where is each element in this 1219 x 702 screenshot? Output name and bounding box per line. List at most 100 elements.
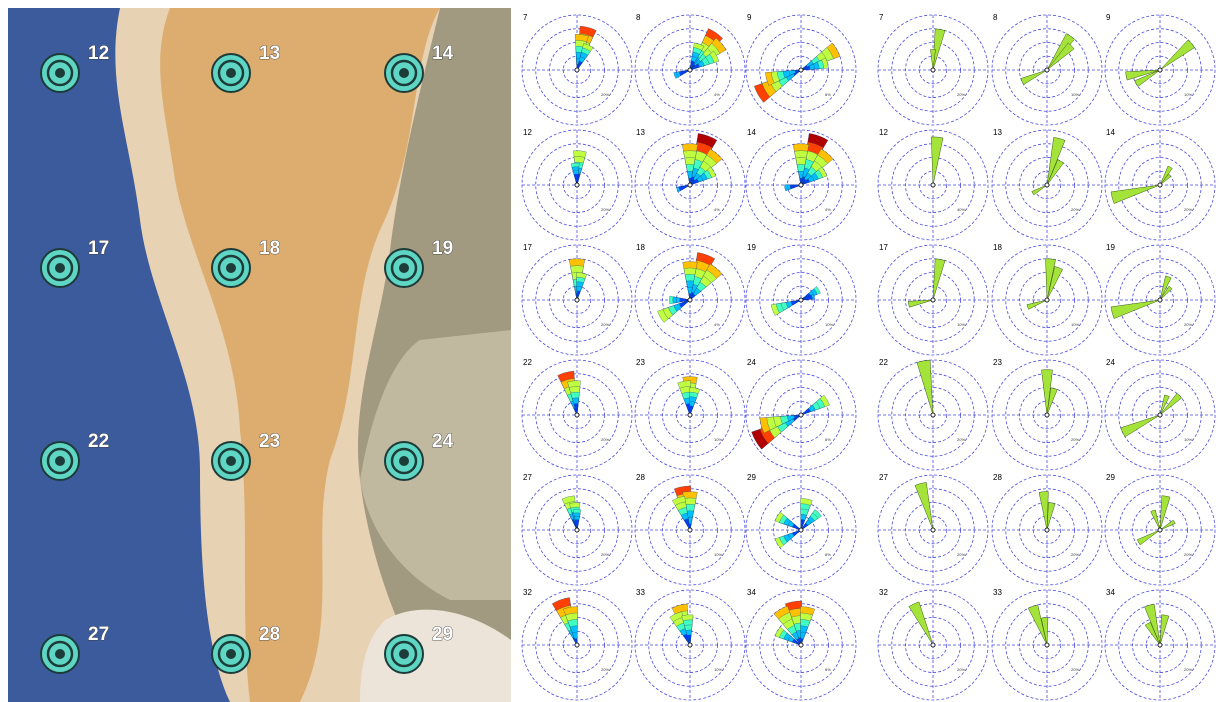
panel-label: 8 (636, 13, 641, 22)
satellite-map (8, 8, 511, 702)
ring-label: 10% (825, 322, 833, 327)
panel-label: 13 (636, 128, 645, 137)
center-dot (688, 528, 692, 532)
wind-rose: 348% (746, 588, 856, 700)
wind-rose: 144% (746, 128, 856, 240)
marker-ring (55, 649, 65, 659)
ring-label: 20% (601, 322, 609, 327)
center-dot (931, 413, 935, 417)
ring-label: 20% (601, 667, 609, 672)
panel-label: 17 (879, 243, 888, 252)
center-dot (931, 68, 935, 72)
wind-rose: 2220% (878, 358, 988, 470)
center-dot (799, 643, 803, 647)
wind-rose: 2820% (992, 473, 1102, 585)
ring-label: 10% (714, 667, 722, 672)
marker-ring (399, 649, 409, 659)
ring-label: 8% (825, 92, 831, 97)
wind-rose: 1220% (522, 128, 632, 240)
wind-rose: 13 4% (635, 128, 745, 240)
ring-label: 10% (957, 322, 965, 327)
ring-label: 4% (714, 207, 720, 212)
center-dot (799, 183, 803, 187)
petal (1027, 300, 1047, 309)
ring-label: 20% (1071, 552, 1079, 557)
petal (933, 259, 945, 300)
wind-rose: 32 20% (522, 588, 632, 700)
station-label: 19 (432, 238, 453, 259)
panel-label: 33 (636, 588, 645, 597)
center-dot (1158, 68, 1162, 72)
ring-label: 8% (825, 552, 831, 557)
wind-roses: 720%84%98%1220%134%144%1720%184%1910%222… (522, 13, 1215, 700)
center-dot (1045, 528, 1049, 532)
center-dot (799, 528, 803, 532)
ring-label: 8% (825, 437, 831, 442)
station-label: 27 (88, 624, 109, 645)
petal (1151, 510, 1160, 530)
marker-ring (399, 68, 409, 78)
panel-label: 34 (1106, 588, 1115, 597)
station-label: 24 (432, 431, 454, 452)
wind-rose: 1720% (522, 243, 632, 355)
petal (1047, 503, 1055, 530)
figure: 121314171819222324272829 720%84%98%1220%… (0, 0, 1219, 702)
wind-rose: 248% (746, 358, 856, 470)
panel-label: 19 (1106, 243, 1115, 252)
panel-label: 8 (993, 13, 998, 22)
center-dot (931, 643, 935, 647)
petal (1137, 530, 1160, 545)
station-label: 18 (259, 238, 280, 259)
ring-label: 10% (1184, 437, 1192, 442)
center-dot (799, 413, 803, 417)
ring-label: 40% (957, 207, 965, 212)
station-label: 17 (88, 238, 109, 259)
center-dot (1158, 298, 1162, 302)
panel-label: 27 (523, 473, 532, 482)
center-dot (799, 298, 803, 302)
marker-ring (226, 649, 236, 659)
wind-rose: 2720% (522, 473, 632, 585)
petal (1160, 40, 1195, 70)
marker-ring (55, 68, 65, 78)
marker-ring (399, 456, 409, 466)
petal (909, 602, 933, 645)
wind-rose: 17 10% (878, 243, 988, 355)
ring-label: 20% (957, 92, 965, 97)
ring-label: 10% (1184, 92, 1192, 97)
ring-label: 20% (1184, 667, 1192, 672)
wind-rose: 1240% (878, 128, 988, 240)
ring-label: 20% (957, 667, 965, 672)
wind-rose: 184% (635, 243, 745, 355)
marker-ring (55, 456, 65, 466)
ring-label: 20% (1071, 437, 1079, 442)
center-dot (1158, 643, 1162, 647)
panel-label: 22 (523, 358, 532, 367)
petal (1160, 166, 1172, 185)
wind-rose: 3220% (878, 588, 988, 700)
panel-label: 7 (523, 13, 528, 22)
panel-label: 32 (523, 588, 532, 597)
wind-rose: 3320% (992, 588, 1102, 700)
wind-rose: 2920% (1105, 473, 1215, 585)
ring-label: 20% (1184, 322, 1192, 327)
center-dot (1045, 413, 1049, 417)
center-dot (931, 183, 935, 187)
station-label: 29 (432, 624, 453, 645)
wind-rose: 1420% (1105, 128, 1215, 240)
petal (1047, 137, 1065, 185)
marker-ring (226, 456, 236, 466)
wind-rose: 298% (746, 473, 856, 585)
wind-rose: 34 20% (1105, 588, 1215, 700)
ring-label: 4% (714, 322, 720, 327)
ring-label: 10% (1071, 92, 1079, 97)
panel-label: 34 (747, 588, 756, 597)
panel-label: 33 (993, 588, 1002, 597)
wind-rose: 2320% (992, 358, 1102, 470)
center-dot (1045, 298, 1049, 302)
petal (1039, 492, 1048, 531)
ring-label: 20% (601, 92, 609, 97)
center-dot (1158, 528, 1162, 532)
center-dot (688, 643, 692, 647)
